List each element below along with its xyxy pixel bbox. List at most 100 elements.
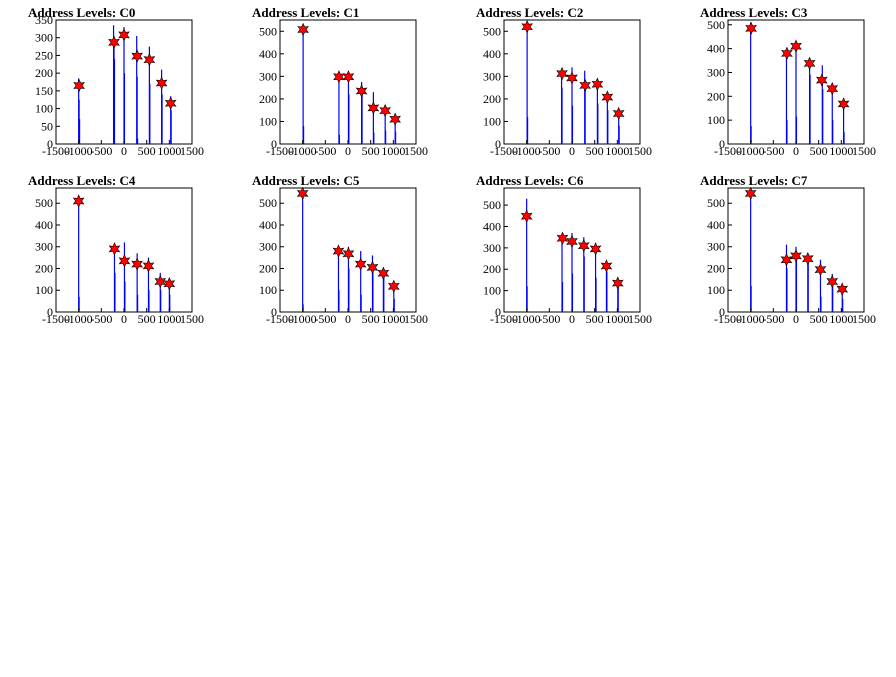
chart-panel: Address Levels: C1-1500-1000-500 0 500 1000… [252, 5, 428, 158]
x-tick-label: 0 [121, 312, 127, 326]
x-tick-label: -500 [538, 312, 560, 326]
x-tick-label: 500 [362, 312, 380, 326]
peak-marker [600, 259, 613, 273]
peak-marker [342, 246, 355, 261]
x-tick-label: -1500 [42, 312, 70, 326]
y-tick-label: 500 [707, 18, 725, 32]
y-tick-label: 100 [707, 283, 725, 297]
x-tick-label: -500 [314, 312, 336, 326]
chart-panel: Address Levels: C6-1500-1000-500 0 500 1000… [476, 173, 652, 326]
x-tick-label: 1000 [381, 312, 405, 326]
peak-marker [801, 251, 814, 266]
peak-marker [577, 238, 590, 253]
y-tick-label: 300 [483, 241, 501, 255]
y-tick-label: 0 [719, 137, 725, 151]
y-tick-label: 200 [483, 92, 501, 106]
x-tick-label: 0 [569, 312, 575, 326]
y-tick-label: 300 [259, 69, 277, 83]
x-tick-label: -1000 [65, 144, 93, 158]
y-tick-label: 100 [35, 283, 53, 297]
x-tick-label: 1000 [829, 144, 853, 158]
peak-marker [354, 257, 367, 271]
peak-marker [73, 78, 85, 93]
x-tick-label: -1000 [737, 312, 765, 326]
x-tick-label: 1500 [404, 144, 428, 158]
x-tick-label: 1000 [157, 312, 181, 326]
y-tick-label: 0 [719, 305, 725, 319]
x-tick-label: 500 [362, 144, 380, 158]
y-tick-label: 150 [35, 84, 53, 98]
x-tick-label: 500 [810, 144, 828, 158]
x-tick-label: -1000 [513, 312, 541, 326]
x-tick-label: 500 [138, 312, 156, 326]
peak-marker [601, 90, 614, 104]
peak-marker [154, 274, 167, 289]
x-tick-label: -1500 [714, 144, 742, 158]
peak-marker [790, 249, 802, 263]
peak-marker [591, 77, 604, 91]
x-tick-label: 0 [121, 144, 127, 158]
peak-marker [142, 259, 155, 273]
x-tick-label: -500 [538, 144, 560, 158]
chart-title: Address Levels: C4 [28, 173, 136, 188]
x-tick-label: 1000 [381, 144, 405, 158]
peak-marker [163, 276, 176, 291]
peak-marker [366, 260, 379, 275]
x-tick-label: -1000 [289, 144, 317, 158]
x-tick-label: -1500 [266, 312, 294, 326]
chart-title: Address Levels: C3 [700, 5, 808, 20]
y-tick-label: 300 [483, 69, 501, 83]
peak-marker [814, 262, 827, 277]
peak-marker [566, 71, 578, 85]
peak-marker [826, 81, 839, 96]
y-tick-label: 100 [259, 114, 277, 128]
x-tick-label: 1000 [829, 312, 853, 326]
x-tick-label: 500 [586, 144, 604, 158]
y-tick-label: 400 [35, 218, 53, 232]
x-tick-label: -1500 [490, 312, 518, 326]
y-tick-label: 400 [707, 218, 725, 232]
x-tick-label: -1000 [289, 312, 317, 326]
peak-marker [118, 28, 130, 42]
peak-marker [332, 244, 345, 258]
x-tick-label: 1500 [852, 144, 876, 158]
y-tick-label: 200 [259, 92, 277, 106]
y-tick-label: 200 [483, 262, 501, 276]
peak-marker [389, 112, 401, 126]
peak-marker [589, 242, 602, 256]
y-tick-label: 350 [35, 13, 53, 27]
x-tick-label: -500 [90, 144, 112, 158]
x-tick-label: 0 [793, 144, 799, 158]
chart-title: Address Levels: C1 [252, 5, 359, 20]
peak-marker [815, 73, 828, 87]
x-tick-label: 0 [569, 144, 575, 158]
x-tick-label: -1500 [42, 144, 70, 158]
chart-panel: Address Levels: C3-1500-1000-500 0 500 1000… [700, 5, 876, 158]
y-tick-label: 400 [259, 218, 277, 232]
y-tick-label: 500 [259, 196, 277, 210]
peak-marker [790, 39, 802, 53]
y-tick-label: 250 [35, 48, 53, 62]
x-tick-label: 1000 [157, 144, 181, 158]
x-tick-label: 0 [345, 312, 351, 326]
y-tick-label: 300 [707, 240, 725, 254]
y-tick-label: 50 [41, 119, 53, 133]
peak-marker [566, 234, 578, 249]
y-tick-label: 400 [259, 47, 277, 61]
peak-marker [745, 21, 757, 36]
x-tick-label: 1500 [180, 144, 204, 158]
peak-marker [355, 84, 368, 98]
x-tick-label: 500 [810, 312, 828, 326]
peak-marker [611, 276, 624, 290]
chart-title: Address Levels: C0 [28, 5, 135, 20]
chart-title: Address Levels: C2 [476, 5, 583, 20]
y-tick-label: 0 [495, 305, 501, 319]
chart-title: Address Levels: C7 [700, 173, 808, 188]
peak-marker [131, 257, 143, 271]
y-tick-label: 300 [35, 31, 53, 45]
y-tick-label: 0 [47, 137, 53, 151]
y-tick-label: 200 [35, 261, 53, 275]
y-tick-label: 500 [483, 24, 501, 38]
peak-marker [379, 103, 392, 118]
x-tick-label: -1000 [65, 312, 93, 326]
